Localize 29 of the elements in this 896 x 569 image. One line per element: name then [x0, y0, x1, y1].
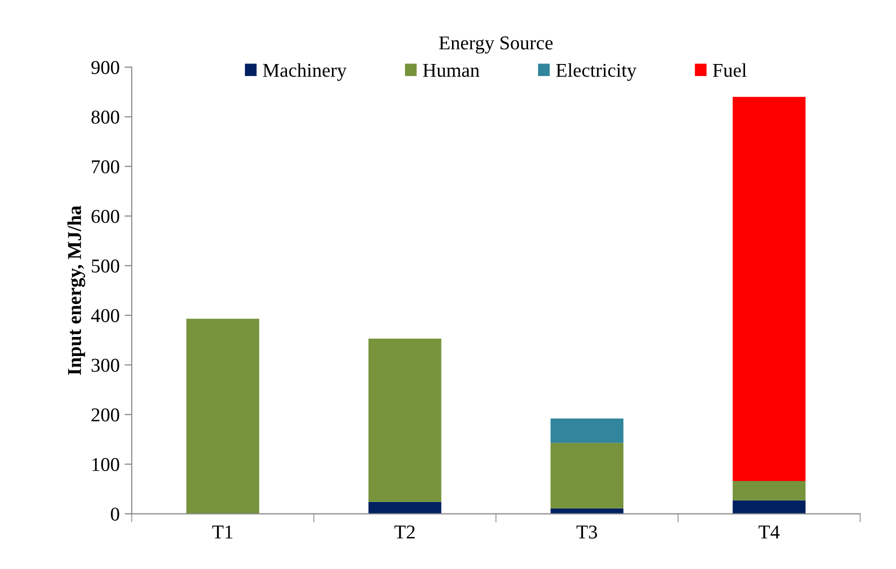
bar	[550, 442, 624, 508]
y-tick-label: 500	[92, 259, 120, 273]
y-tick-label: 0	[110, 508, 120, 521]
y-tick-label: 100	[92, 458, 120, 472]
legend-label: Fuel	[712, 63, 747, 77]
bar	[186, 318, 260, 514]
y-axis-title: Input energy, MJ/ha	[67, 206, 86, 375]
legend-label: Human	[423, 64, 480, 77]
x-tick-label: T2	[394, 526, 415, 538]
bar	[368, 338, 442, 502]
x-tick-label: T1	[212, 526, 232, 538]
y-tick-label: 200	[92, 408, 120, 422]
y-tick-label: 700	[92, 160, 120, 174]
legend-title: Energy Source	[439, 36, 553, 54]
y-tick-label: 900	[91, 60, 120, 74]
bar	[550, 418, 624, 443]
bar	[732, 481, 806, 500]
x-tick-label: T3	[576, 526, 598, 539]
y-tick-label: 800	[91, 110, 120, 124]
bar	[550, 508, 624, 514]
y-tick-label: 300	[92, 358, 120, 372]
x-tick-label: T4	[758, 526, 780, 538]
bar	[732, 96, 806, 482]
y-tick-label: 600	[92, 210, 120, 223]
y-tick-label: 400	[91, 309, 120, 322]
bar	[732, 500, 806, 514]
legend-label: Electricity	[556, 63, 636, 81]
bar	[368, 502, 442, 514]
legend-label: Machinery	[262, 63, 347, 81]
